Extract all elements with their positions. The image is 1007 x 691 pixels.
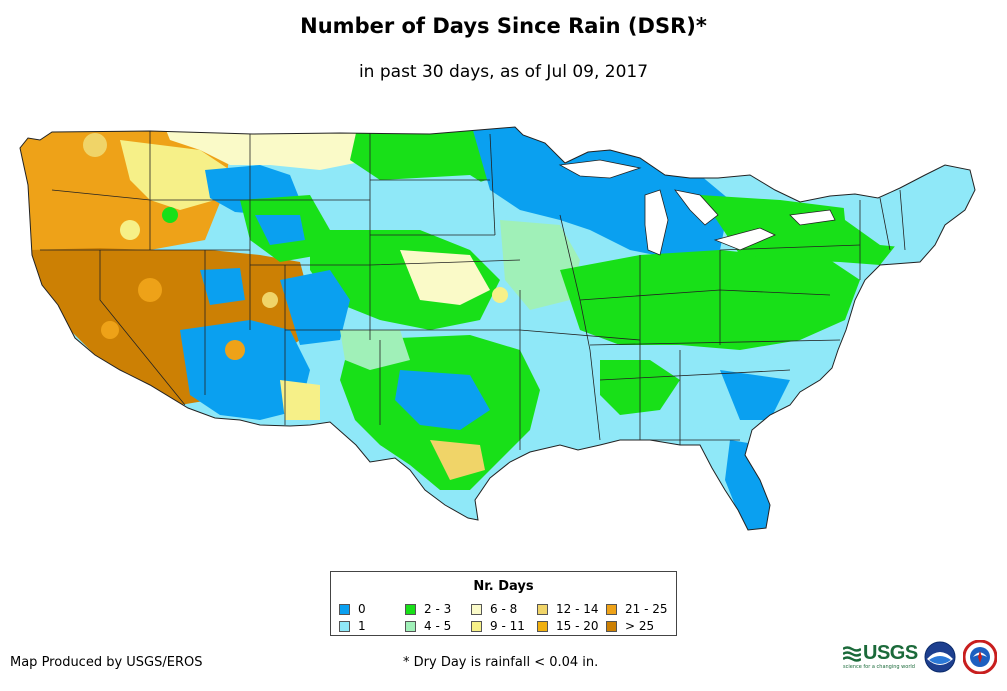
- legend-swatch: [405, 603, 416, 615]
- legend-item-8: 21 - 25: [606, 602, 668, 616]
- legend-item-0: 0: [339, 602, 366, 616]
- legend-swatch: [339, 620, 350, 632]
- map-legend: Nr. Days 0 1 2 - 3 4 - 5 6 - 8 9 - 11 12…: [330, 571, 677, 636]
- legend-label: 9 - 11: [490, 619, 525, 633]
- usgs-tagline: science for a changing world: [843, 664, 915, 670]
- legend-swatch: [606, 620, 617, 632]
- legend-label: 4 - 5: [424, 619, 452, 633]
- us-dsr-map: [19, 126, 976, 531]
- legend-label: 6 - 8: [490, 602, 518, 616]
- legend-label: 1: [358, 619, 366, 633]
- legend-swatch: [606, 603, 617, 615]
- usgs-logo: USGS science for a changing world: [843, 642, 919, 672]
- legend-label: 15 - 20: [556, 619, 599, 633]
- legend-item-2: 2 - 3: [405, 602, 451, 616]
- nws-logo-icon: [963, 640, 997, 674]
- legend-label: 21 - 25: [625, 602, 668, 616]
- footnote-text: * Dry Day is rainfall < 0.04 in.: [403, 655, 599, 670]
- legend-label: 0: [358, 602, 366, 616]
- legend-label: 12 - 14: [556, 602, 599, 616]
- noaa-logo-icon: [924, 641, 956, 673]
- usgs-wordmark: USGS: [863, 642, 918, 664]
- legend-swatch: [537, 620, 548, 632]
- legend-swatch: [339, 603, 350, 615]
- legend-item-9: > 25: [606, 619, 654, 633]
- map-title: Number of Days Since Rain (DSR)*: [300, 14, 707, 38]
- map-subtitle: in past 30 days, as of Jul 09, 2017: [358, 62, 649, 82]
- legend-label: 2 - 3: [424, 602, 452, 616]
- usgs-waves-icon: [843, 646, 861, 662]
- legend-swatch: [471, 620, 482, 632]
- legend-swatch: [405, 620, 416, 632]
- legend-item-3: 4 - 5: [405, 619, 451, 633]
- legend-item-4: 6 - 8: [471, 602, 517, 616]
- legend-title: Nr. Days: [473, 579, 534, 594]
- credit-text: Map Produced by USGS/EROS: [10, 655, 203, 670]
- legend-item-1: 1: [339, 619, 366, 633]
- legend-item-6: 12 - 14: [537, 602, 599, 616]
- legend-swatch: [471, 603, 482, 615]
- legend-swatch: [537, 603, 548, 615]
- legend-label: > 25: [625, 619, 655, 633]
- legend-item-5: 9 - 11: [471, 619, 525, 633]
- legend-item-7: 15 - 20: [537, 619, 599, 633]
